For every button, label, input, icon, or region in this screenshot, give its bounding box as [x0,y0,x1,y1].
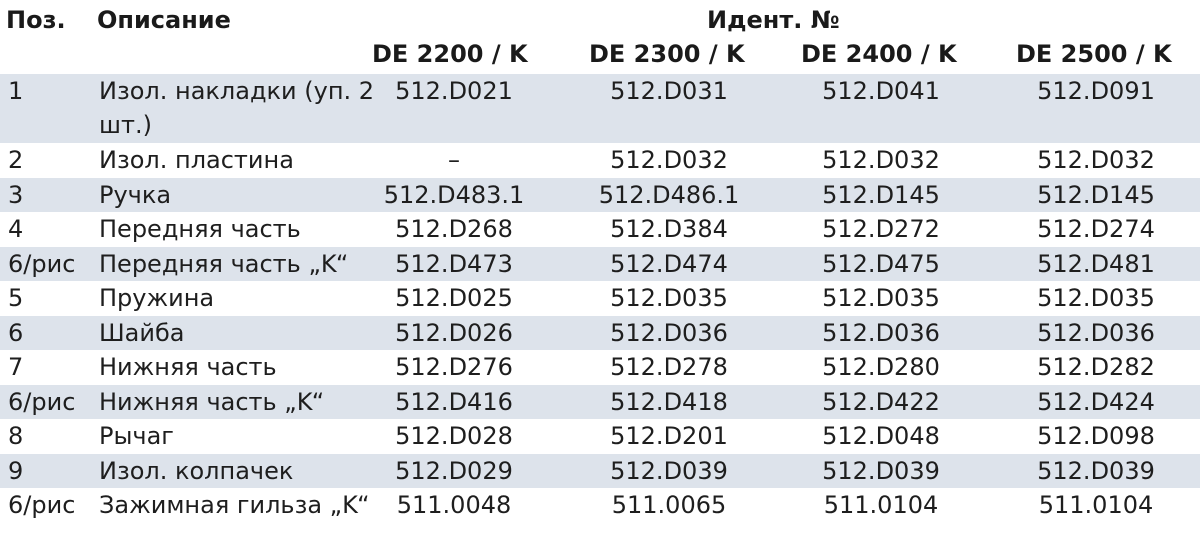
pos-cell: 5 [8,284,24,312]
ident-cell: 512.D026 [395,318,513,347]
ident-cell: 512.D268 [395,215,513,243]
ident-cell: 512.D039 [822,456,940,485]
table-row: 6/рис Зажимная гильза „K“ 511.0048 511.0… [0,488,1200,523]
description-cell: Изол. колпачек [99,456,294,485]
description-cell: Нижняя часть „K“ [99,387,325,416]
ident-cell: 512.D418 [610,387,728,416]
ident-cell: 512.D025 [395,284,513,312]
table-row: 2 Изол. пластина – 512.D032 512.D032 512… [0,143,1200,178]
ident-cell: 512.D029 [395,456,513,485]
pos-cell: 1 [8,77,24,105]
ident-cell: 512.D039 [610,456,728,485]
ident-cell: 512.D036 [822,318,940,347]
description-cell: Пружина [99,284,215,312]
ident-cell: 512.D473 [395,249,513,278]
ident-cell: 511.0065 [611,491,727,519]
ident-cell: 512.D486.1 [598,180,740,209]
table-row: 6 Шайба 512.D026 512.D036 512.D036 512.D… [0,315,1200,350]
table-row: 6/рис Нижняя часть „K“ 512.D416 512.D418… [0,384,1200,419]
ident-cell: 512.D483.1 [383,180,525,209]
ident-cell: 512.D272 [822,215,940,243]
ident-cell: 511.0104 [1038,491,1154,519]
model-header-de2500: DE 2500 / K [1016,40,1172,68]
description-cell: Изол. пластина [99,146,294,174]
table-row: 6/рис Передняя часть „K“ 512.D473 512.D4… [0,246,1200,281]
description-cell: Передняя часть „K“ [99,249,349,278]
ident-cell: 512.D481 [1037,249,1155,278]
pos-cell: 9 [8,456,24,485]
ident-cell: 512.D041 [822,77,940,105]
description-cell: Нижняя часть [99,353,277,381]
ident-cell: 512.D036 [610,318,728,347]
description-cell: Ручка [99,180,172,209]
ident-cell: 512.D474 [610,249,728,278]
pos-cell: 8 [8,422,24,450]
ident-cell: 512.D036 [1037,318,1155,347]
pos-cell: 6/рис [8,387,76,416]
model-header-de2300: DE 2300 / K [589,40,745,68]
ident-cell: 512.D422 [822,387,940,416]
pos-cell: 6 [8,318,24,347]
ident-cell: 512.D276 [395,353,513,381]
table-row: 1 Изол. накладки (уп. 2 шт.) 512.D021 51… [0,74,1200,143]
ident-cell: 512.D280 [822,353,940,381]
description-cell: Рычаг [99,422,174,450]
description-cell: Изол. накладки (уп. 2 шт.) [99,77,375,139]
table-row: 5 Пружина 512.D025 512.D035 512.D035 512… [0,281,1200,316]
column-header-description: Описание [97,6,231,34]
ident-cell: 512.D274 [1037,215,1155,243]
ident-cell: 512.D039 [1037,456,1155,485]
ident-cell: – [448,146,460,174]
ident-cell: 512.D384 [610,215,728,243]
ident-cell: 512.D035 [1037,284,1155,312]
pos-cell: 6/рис [8,491,76,519]
ident-cell: 512.D032 [1037,146,1155,174]
description-cell: Шайба [99,318,185,347]
ident-cell: 512.D035 [610,284,728,312]
description-cell: Зажимная гильза „K“ [99,491,370,519]
ident-cell: 512.D031 [610,77,728,105]
table-row: 3 Ручка 512.D483.1 512.D486.1 512.D145 5… [0,177,1200,212]
ident-cell: 511.0048 [396,491,512,519]
ident-cell: 512.D201 [610,422,728,450]
ident-cell: 512.D048 [822,422,940,450]
table-row: 7 Нижняя часть 512.D276 512.D278 512.D28… [0,350,1200,385]
parts-table-body: 1 Изол. накладки (уп. 2 шт.) 512.D021 51… [0,74,1200,523]
ident-cell: 511.0104 [823,491,939,519]
column-header-ident: Идент. № [707,6,840,34]
table-row: 8 Рычаг 512.D028 512.D201 512.D048 512.D… [0,419,1200,454]
ident-cell: 512.D145 [822,180,940,209]
model-header-de2400: DE 2400 / K [801,40,957,68]
ident-cell: 512.D424 [1037,387,1155,416]
column-header-pos: Поз. [6,6,66,34]
ident-cell: 512.D145 [1037,180,1155,209]
ident-cell: 512.D416 [395,387,513,416]
pos-cell: 4 [8,215,24,243]
table-row: 9 Изол. колпачек 512.D029 512.D039 512.D… [0,453,1200,488]
pos-cell: 2 [8,146,24,174]
ident-cell: 512.D021 [395,77,513,105]
ident-cell: 512.D091 [1037,77,1155,105]
ident-cell: 512.D475 [822,249,940,278]
ident-cell: 512.D028 [395,422,513,450]
ident-cell: 512.D032 [610,146,728,174]
ident-cell: 512.D278 [610,353,728,381]
ident-cell: 512.D098 [1037,422,1155,450]
description-cell: Передняя часть [99,215,301,243]
ident-cell: 512.D282 [1037,353,1155,381]
pos-cell: 6/рис [8,249,76,278]
pos-cell: 7 [8,353,24,381]
table-row: 4 Передняя часть 512.D268 512.D384 512.D… [0,212,1200,247]
ident-cell: 512.D032 [822,146,940,174]
ident-cell: 512.D035 [822,284,940,312]
pos-cell: 3 [8,180,24,209]
model-header-de2200: DE 2200 / K [372,40,528,68]
